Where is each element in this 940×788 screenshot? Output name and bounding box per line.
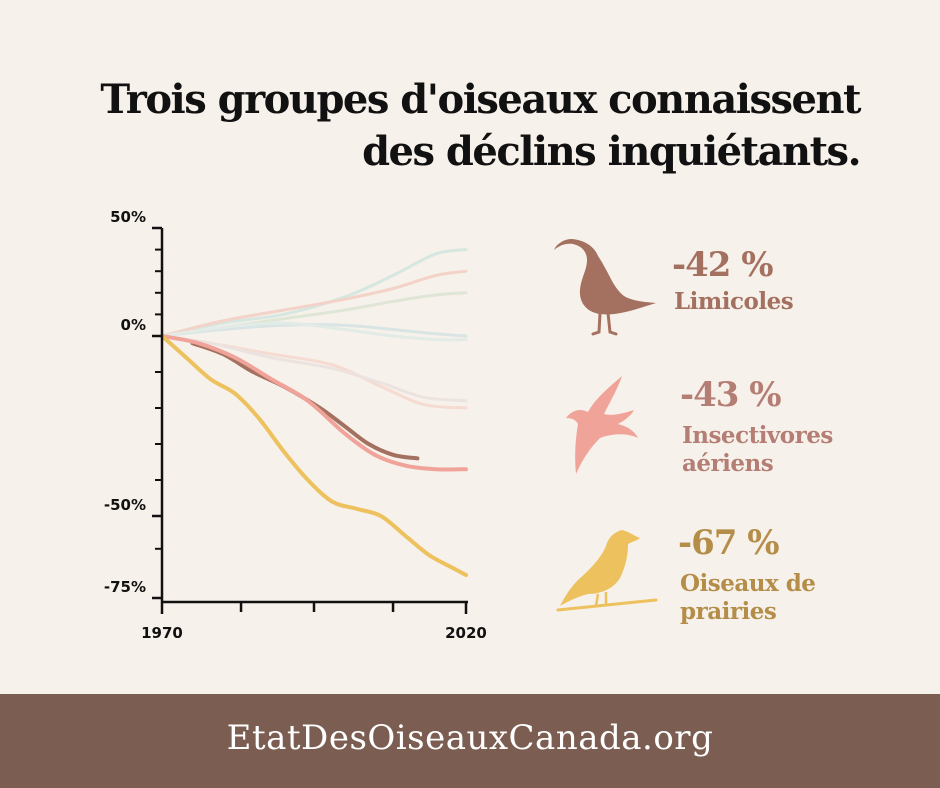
legend-label-limicoles: Limicoles: [674, 288, 794, 315]
footer-url[interactable]: EtatDesOiseauxCanada.org: [226, 718, 714, 758]
trend-chart: 50% 0% -50% -75% 1970 2020: [104, 208, 487, 642]
legend-value-prairies: -67 %: [678, 523, 780, 563]
background-series-line-2: [160, 269, 468, 338]
legend-item-insectivores: -43 % Insectivores aériens: [548, 374, 878, 484]
y-tick-label--75%: -75%: [104, 578, 146, 596]
x-tick-label-2020: 2020: [445, 624, 487, 642]
series-line-limicoles: [190, 341, 420, 461]
legend-item-limicoles: -42 % Limicoles: [548, 232, 878, 342]
footer-banner: EtatDesOiseauxCanada.org: [0, 694, 940, 788]
x-tick-label-1970: 1970: [141, 624, 183, 642]
legend-value-insectivores: -43 %: [680, 375, 782, 415]
background-series-line-4: [160, 323, 468, 338]
title-line-2: des déclins inquiétants.: [362, 128, 861, 175]
swallow-icon: [566, 376, 638, 474]
y-tick-label-50%: 50%: [110, 208, 146, 226]
legend-label-prairies: Oiseaux de prairies: [680, 570, 816, 625]
legend-item-prairies: -67 % Oiseaux de prairies: [548, 520, 878, 630]
series-line-oiseaux-de-prairies: [160, 334, 468, 577]
y-tick-label--50%: -50%: [104, 496, 146, 514]
background-series-line-5: [160, 321, 468, 342]
meadowlark-icon: [556, 530, 658, 612]
background-series-line-7: [160, 334, 468, 403]
y-tick-label-0%: 0%: [121, 316, 146, 334]
curlew-icon: [554, 239, 656, 336]
background-series-line-1: [160, 248, 468, 338]
legend-value-limicoles: -42 %: [672, 245, 774, 285]
series-line-insectivores-a-riens: [160, 334, 468, 472]
title-line-1: Trois groupes d'oiseaux connaissent: [100, 76, 861, 123]
page-title: Trois groupes d'oiseaux connaissent des …: [100, 74, 861, 178]
legend-label-insectivores: Insectivores aériens: [682, 422, 833, 477]
